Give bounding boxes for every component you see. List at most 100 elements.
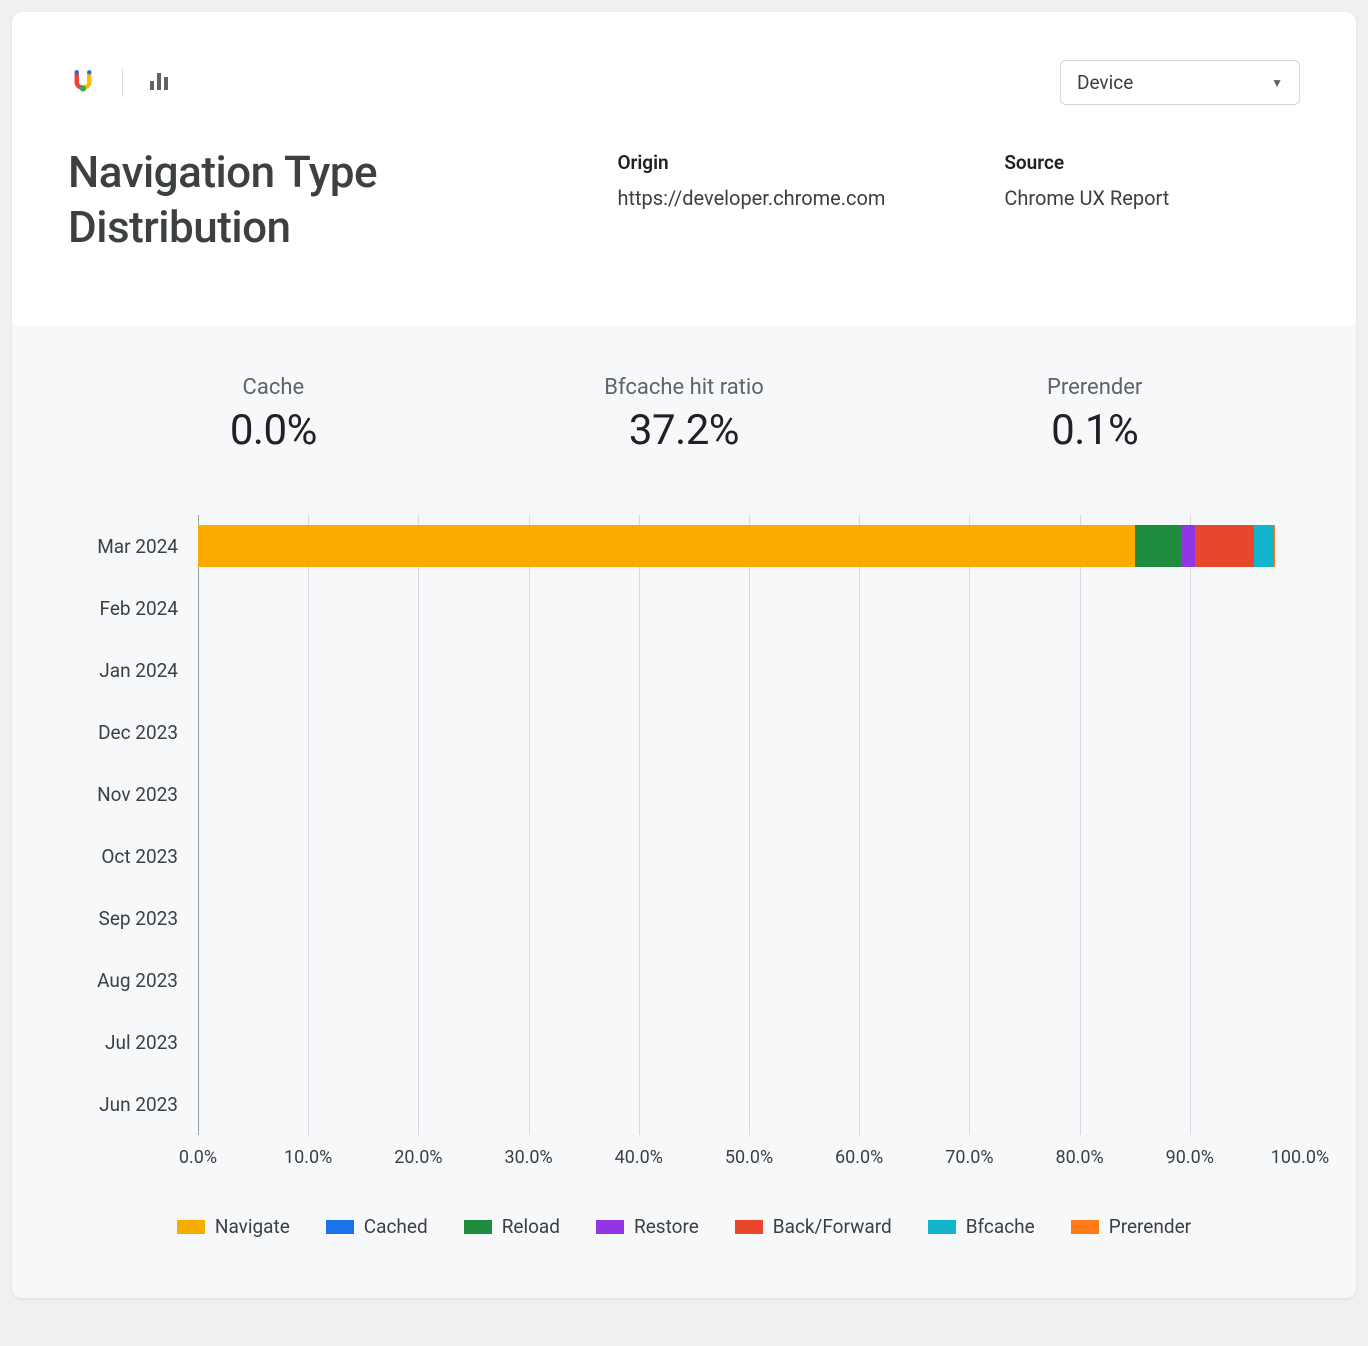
legend-item[interactable]: Cached	[326, 1215, 428, 1238]
legend-label: Reload	[502, 1215, 560, 1238]
chart-row: Sep 2023	[68, 887, 1300, 949]
y-axis-label: Dec 2023	[68, 721, 198, 744]
source-block: Source Chrome UX Report	[1004, 145, 1300, 255]
chart-row: Nov 2023	[68, 763, 1300, 825]
origin-block: Origin https://developer.chrome.com	[617, 145, 972, 255]
gridlines	[198, 577, 1300, 639]
y-axis-label: Jun 2023	[68, 1093, 198, 1116]
stat-bfcache-hit-label: Bfcache hit ratio	[479, 375, 890, 400]
legend-label: Bfcache	[966, 1215, 1035, 1238]
x-tick-label: 60.0%	[835, 1147, 883, 1168]
logo-divider	[122, 69, 123, 97]
gridlines	[198, 887, 1300, 949]
x-tick-label: 100.0%	[1271, 1147, 1329, 1168]
gridlines	[198, 825, 1300, 887]
page-title: Navigation Type Distribution	[68, 145, 585, 255]
chart-row: Aug 2023	[68, 949, 1300, 1011]
legend-swatch	[1071, 1220, 1099, 1234]
stat-bfcache-hit: Bfcache hit ratio 37.2%	[479, 375, 890, 455]
x-tick-label: 50.0%	[725, 1147, 773, 1168]
legend-swatch	[596, 1220, 624, 1234]
legend-item[interactable]: Restore	[596, 1215, 699, 1238]
chart-area: Mar 2024 Feb 2024 Jan 2024 Dec 2023 Nov 2023…	[68, 515, 1300, 1238]
chevron-down-icon: ▼	[1271, 76, 1283, 90]
gridlines	[198, 1073, 1300, 1135]
gridlines	[198, 701, 1300, 763]
stats-row: Cache 0.0% Bfcache hit ratio 37.2% Prere…	[68, 375, 1300, 455]
chart-row: Dec 2023	[68, 701, 1300, 763]
gridlines	[198, 763, 1300, 825]
plot-cell	[198, 887, 1300, 949]
legend-item[interactable]: Reload	[464, 1215, 560, 1238]
legend: Navigate Cached Reload Restore Back/Forward B…	[68, 1215, 1300, 1238]
legend-label: Cached	[364, 1215, 428, 1238]
header-row: Device ▼	[12, 12, 1356, 105]
bar-segment	[1135, 525, 1181, 567]
x-tick-label: 0.0%	[179, 1147, 217, 1168]
x-tick-label: 40.0%	[615, 1147, 663, 1168]
device-dropdown[interactable]: Device ▼	[1060, 60, 1300, 105]
chart-panel: Cache 0.0% Bfcache hit ratio 37.2% Prere…	[12, 325, 1356, 1298]
plot-cell	[198, 639, 1300, 701]
bar-segment	[1181, 525, 1195, 567]
plot-cell	[198, 949, 1300, 1011]
legend-swatch	[928, 1220, 956, 1234]
gridlines	[198, 949, 1300, 1011]
plot-cell	[198, 701, 1300, 763]
y-axis-label: Aug 2023	[68, 969, 198, 992]
device-dropdown-label: Device	[1077, 71, 1133, 94]
legend-label: Prerender	[1109, 1215, 1191, 1238]
bar-segment	[1254, 525, 1274, 567]
stat-prerender-label: Prerender	[889, 375, 1300, 400]
stat-prerender: Prerender 0.1%	[889, 375, 1300, 455]
y-axis-label: Oct 2023	[68, 845, 198, 868]
bar-segment	[1195, 525, 1253, 567]
legend-item[interactable]: Bfcache	[928, 1215, 1035, 1238]
legend-label: Back/Forward	[773, 1215, 892, 1238]
plot-cell	[198, 763, 1300, 825]
y-axis-label: Feb 2024	[68, 597, 198, 620]
gridlines	[198, 639, 1300, 701]
plot-cell	[198, 577, 1300, 639]
report-card: Device ▼ Navigation Type Distribution Or…	[12, 12, 1356, 1298]
legend-swatch	[177, 1220, 205, 1234]
logo-group	[68, 66, 171, 100]
legend-swatch	[735, 1220, 763, 1234]
origin-value: https://developer.chrome.com	[617, 186, 972, 210]
y-axis-label: Nov 2023	[68, 783, 198, 806]
source-value: Chrome UX Report	[1004, 186, 1300, 210]
origin-label: Origin	[617, 151, 972, 174]
gridlines	[198, 1011, 1300, 1073]
bar-segment	[198, 525, 1135, 567]
y-axis-label: Sep 2023	[68, 907, 198, 930]
bar-stack	[198, 525, 1275, 567]
stat-prerender-value: 0.1%	[889, 406, 1300, 455]
legend-item[interactable]: Prerender	[1071, 1215, 1191, 1238]
x-tick-label: 90.0%	[1166, 1147, 1214, 1168]
legend-label: Navigate	[215, 1215, 290, 1238]
chart-row: Mar 2024	[68, 515, 1300, 577]
x-tick-label: 20.0%	[394, 1147, 442, 1168]
x-tick-label: 30.0%	[504, 1147, 552, 1168]
legend-label: Restore	[634, 1215, 699, 1238]
stat-bfcache-hit-value: 37.2%	[479, 406, 890, 455]
source-label: Source	[1004, 151, 1300, 174]
y-axis-label: Jan 2024	[68, 659, 198, 682]
crux-logo-icon	[68, 66, 98, 100]
stat-cache-label: Cache	[68, 375, 479, 400]
x-ticks: 0.0%10.0%20.0%30.0%40.0%50.0%60.0%70.0%8…	[198, 1135, 1300, 1175]
chart-row: Jan 2024	[68, 639, 1300, 701]
legend-swatch	[464, 1220, 492, 1234]
x-tick-label: 80.0%	[1055, 1147, 1103, 1168]
chart-row: Oct 2023	[68, 825, 1300, 887]
plot-cell	[198, 1073, 1300, 1135]
chart-row: Feb 2024	[68, 577, 1300, 639]
legend-item[interactable]: Navigate	[177, 1215, 290, 1238]
plot-cell	[198, 825, 1300, 887]
x-tick-label: 10.0%	[284, 1147, 332, 1168]
stat-cache-value: 0.0%	[68, 406, 479, 455]
stat-cache: Cache 0.0%	[68, 375, 479, 455]
legend-swatch	[326, 1220, 354, 1234]
plot-cell	[198, 515, 1300, 577]
legend-item[interactable]: Back/Forward	[735, 1215, 892, 1238]
